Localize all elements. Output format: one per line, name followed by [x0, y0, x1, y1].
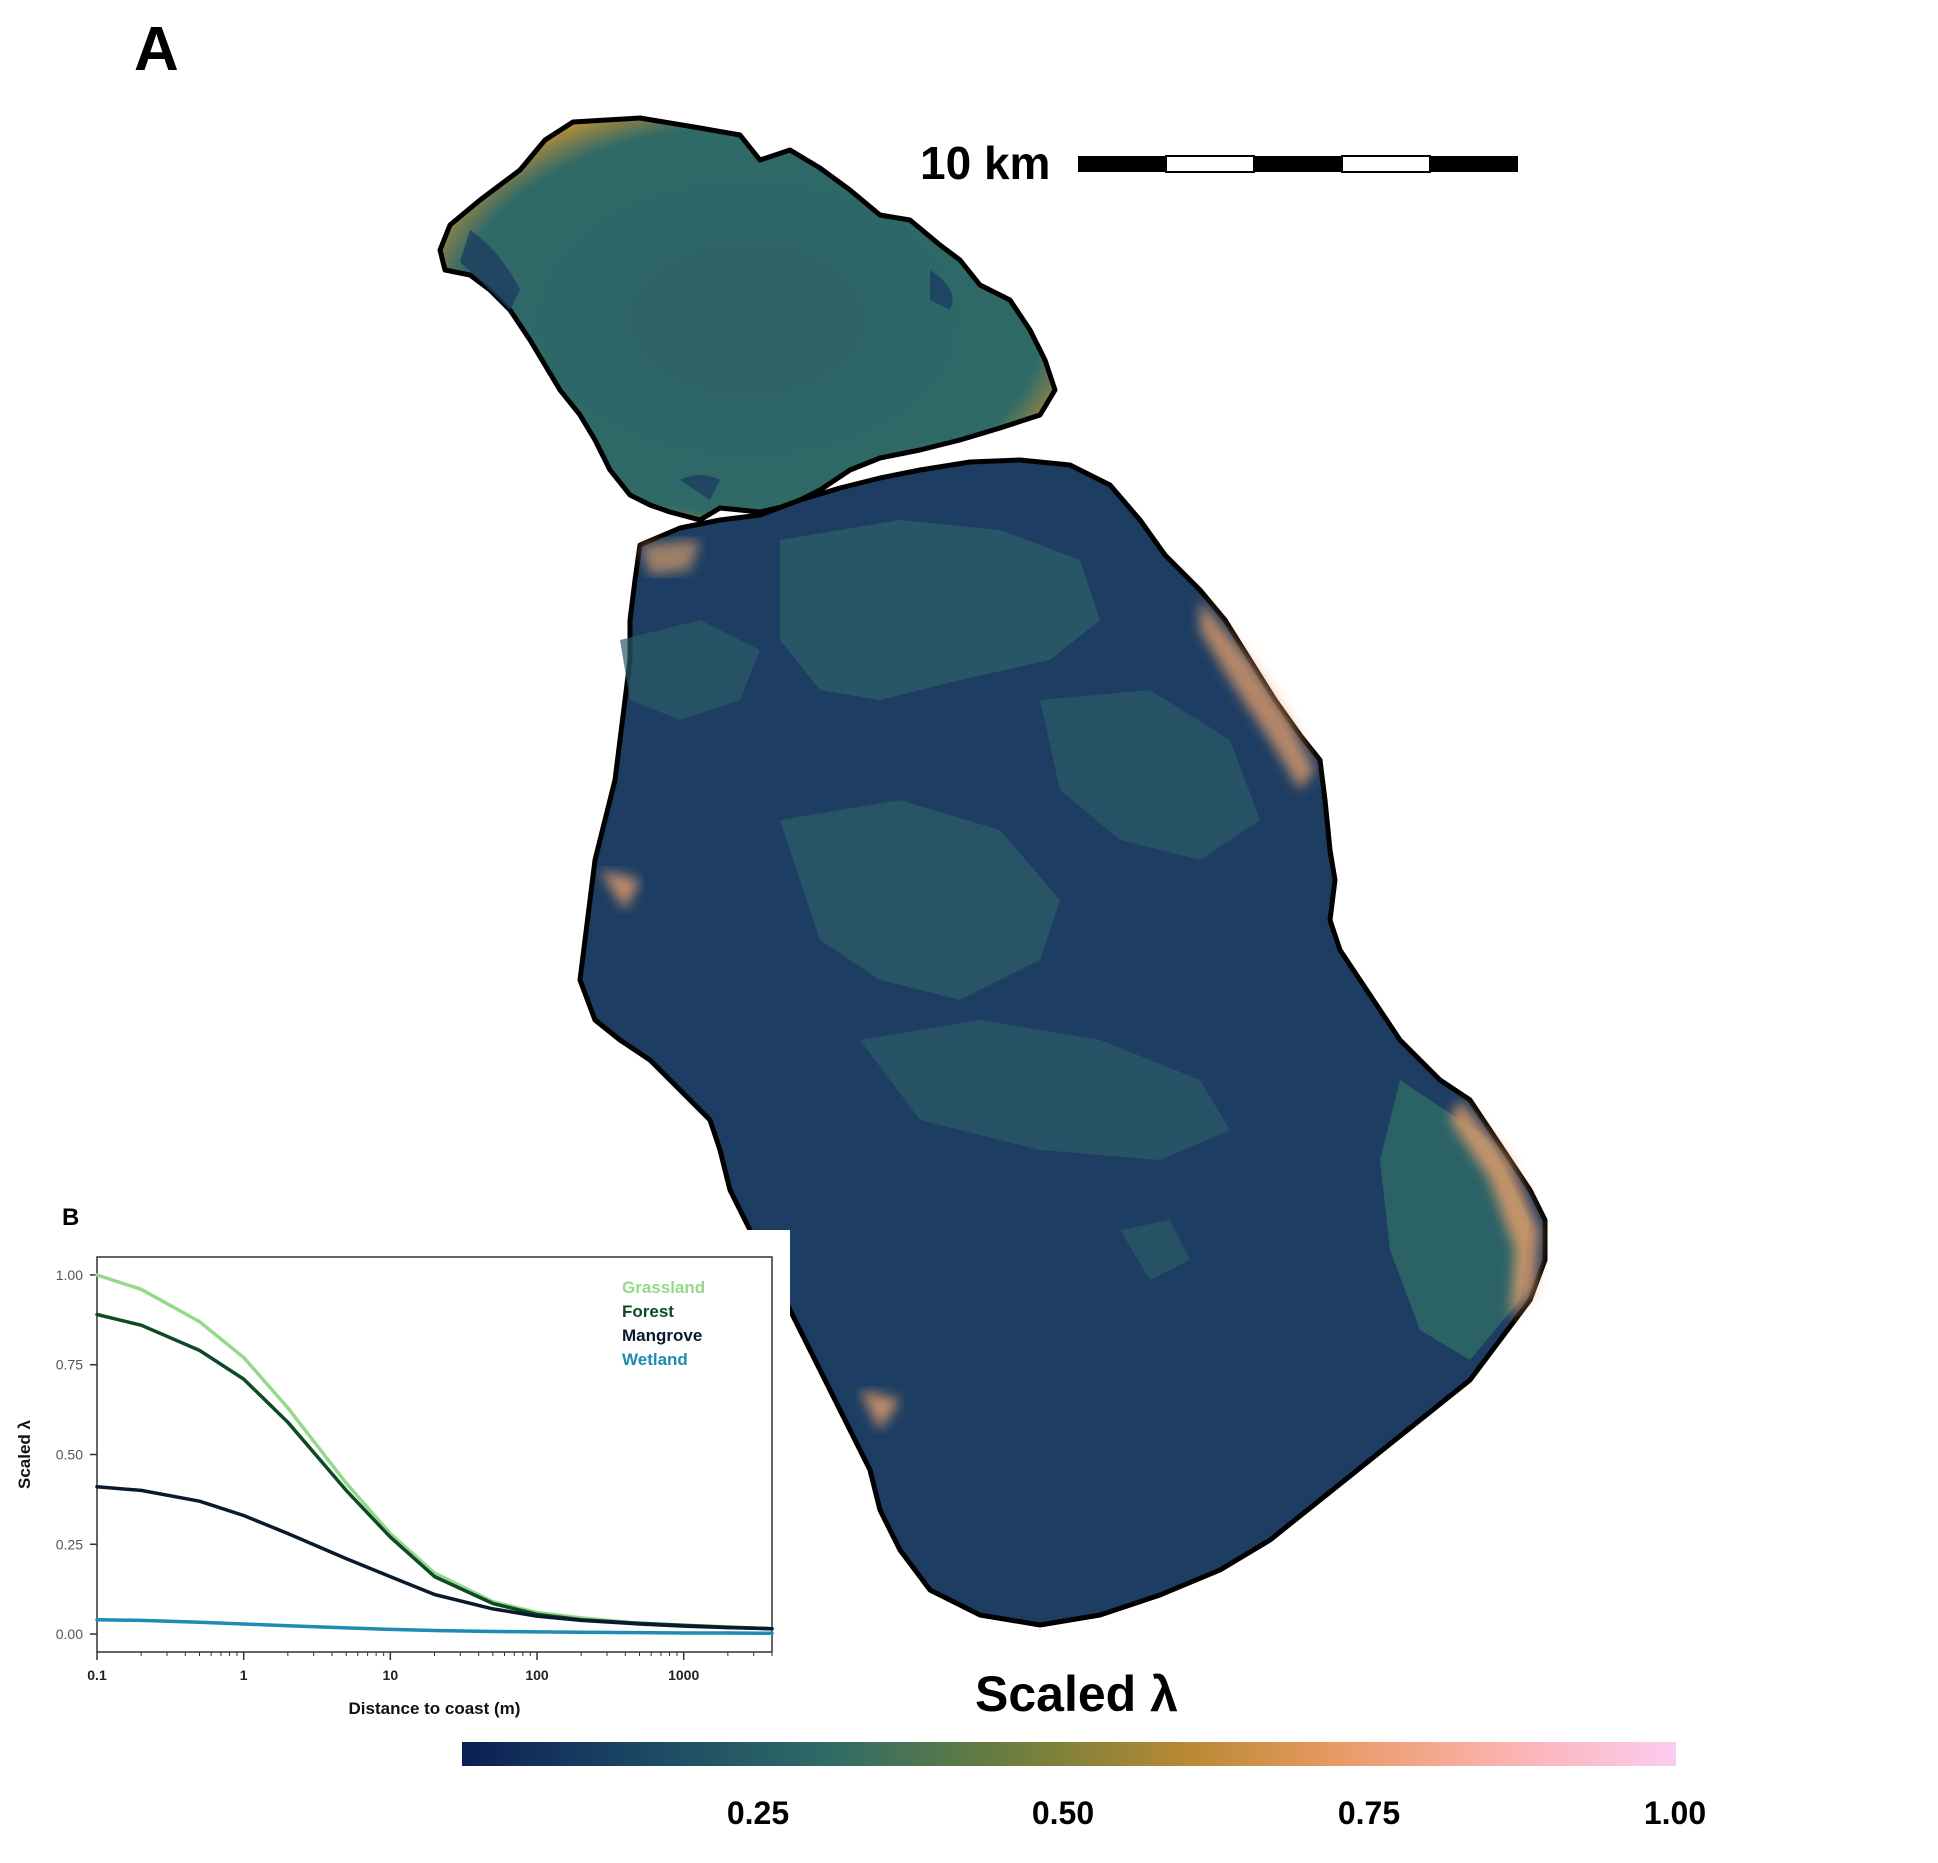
south-island — [577, 457, 1548, 1628]
colorbar-tick-label: 0.25 — [726, 1795, 790, 1831]
scale-bar-label: 10 km — [920, 137, 1051, 189]
colorbar-tick-label: 0.50 — [1031, 1795, 1095, 1831]
x-axis-label: Distance to coast (m) — [349, 1699, 521, 1718]
y-axis-label: Scaled λ — [15, 1419, 34, 1489]
x-tick-label: 0.1 — [87, 1667, 107, 1683]
colorbar-title: Scaled λ — [975, 1666, 1178, 1722]
series-line-mangrove — [95, 1485, 774, 1631]
x-tick-label: 1 — [240, 1667, 248, 1683]
colorbar-tick-label: 1.00 — [1643, 1795, 1707, 1831]
y-tick-label: 1.00 — [56, 1267, 83, 1283]
y-tick-label: 0.00 — [56, 1626, 83, 1642]
legend-entry-wetland: Wetland — [622, 1350, 688, 1369]
series-line-wetland — [95, 1617, 774, 1636]
panel-b-label: B — [62, 1204, 80, 1231]
legend-entry-grassland: Grassland — [622, 1278, 705, 1297]
colorbar-tick-label: 0.75 — [1337, 1795, 1401, 1831]
distance-decay-chart: 0.00 0.25 0.50 0.75 1.00 0.1 1 10 100 1000 Distanc… — [0, 1230, 790, 1730]
north-island — [437, 115, 1058, 523]
y-tick-label: 0.25 — [56, 1536, 83, 1552]
y-tick-label: 0.75 — [56, 1357, 83, 1373]
x-tick-label: 10 — [383, 1667, 399, 1683]
x-tick-label: 1000 — [668, 1667, 699, 1683]
scale-bar — [1078, 155, 1518, 173]
colorbar — [462, 1742, 1676, 1766]
legend-entry-forest: Forest — [622, 1302, 674, 1321]
x-tick-label: 100 — [525, 1667, 549, 1683]
y-tick-label: 0.50 — [56, 1447, 83, 1463]
legend-entry-mangrove: Mangrove — [622, 1326, 702, 1345]
panel-a-label: A — [134, 15, 179, 84]
